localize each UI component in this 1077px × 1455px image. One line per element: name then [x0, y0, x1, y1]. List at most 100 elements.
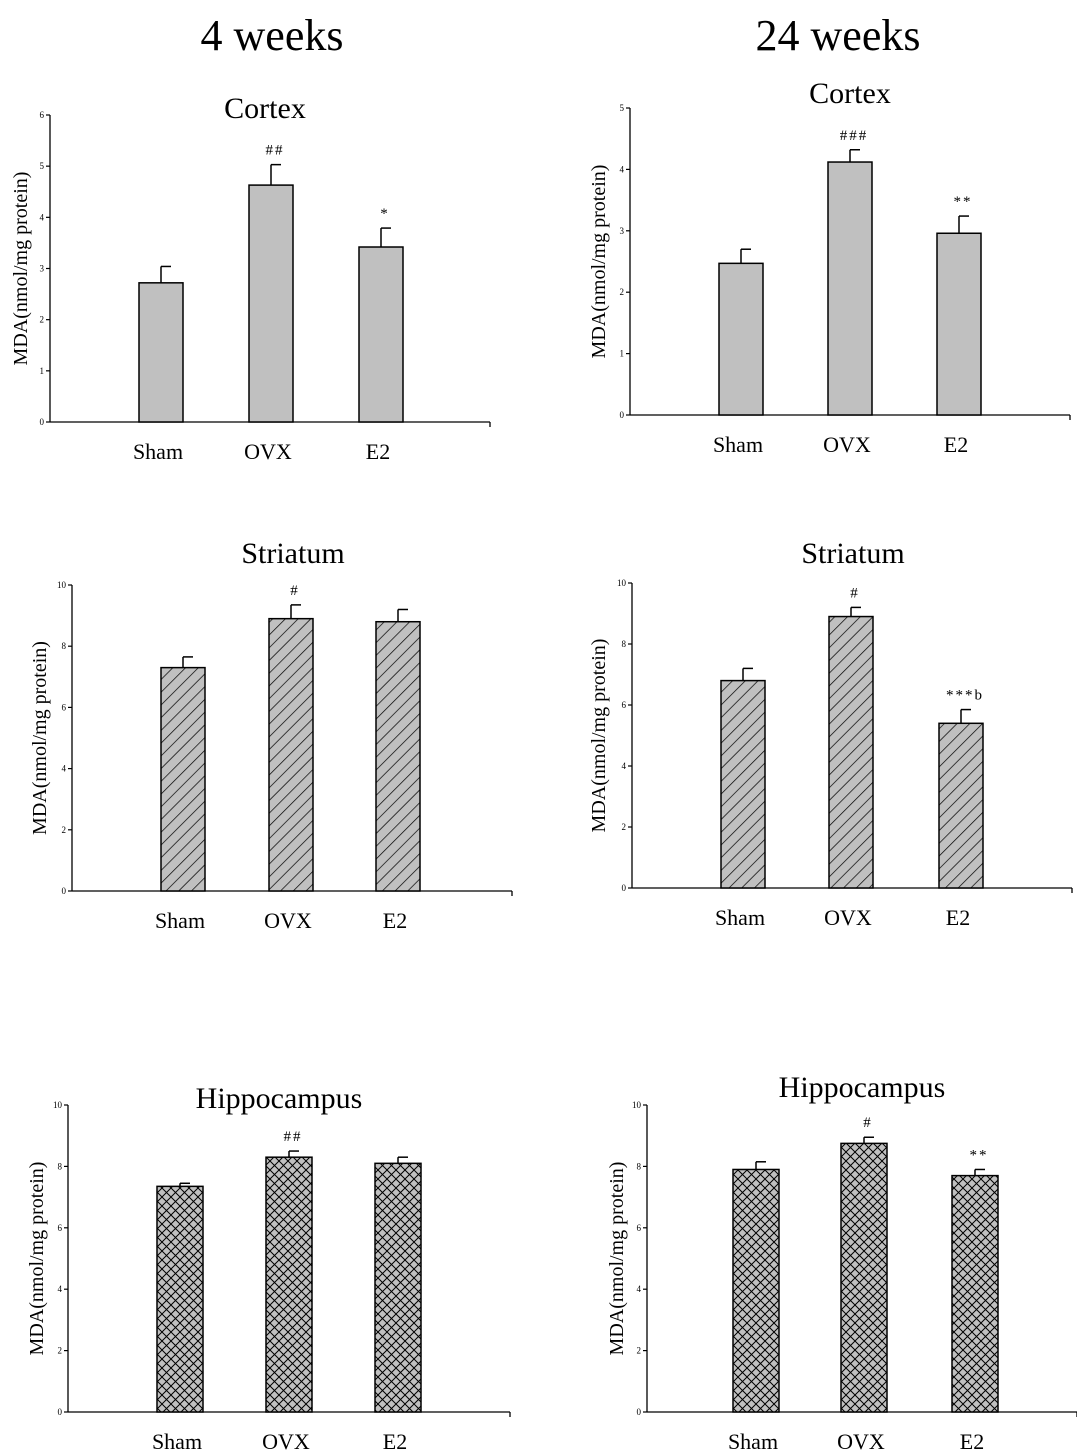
chart-title: Striatum [801, 537, 904, 570]
y-axis-label: MDA(nmol/mg protein) [10, 172, 32, 366]
x-tick-label: OVX [264, 908, 312, 933]
bar-ovx [268, 617, 314, 892]
significance-annotation: ** [970, 1147, 989, 1163]
y-tick-label: 10 [617, 578, 627, 588]
y-tick-label: 0 [637, 1407, 642, 1417]
y-axis-label: MDA(nmol/mg protein) [588, 639, 610, 833]
chart-panel-striatum-4w: Striatum MDA(nmol/mg protein) 0 2 4 6 8 10 Sham O… [29, 537, 513, 933]
bar-e2 [951, 1174, 999, 1413]
bar-sham [160, 666, 206, 892]
chart-title: Cortex [809, 77, 891, 110]
y-tick-label: 0 [62, 886, 67, 896]
significance-annotation: ## [266, 143, 285, 159]
y-tick-label: 1 [620, 349, 625, 359]
significance-annotation: ** [954, 194, 973, 210]
x-tick-label: Sham [715, 905, 765, 930]
y-tick-label: 5 [40, 161, 45, 171]
bar-e2 [938, 722, 984, 889]
y-tick-label: 6 [637, 1223, 642, 1233]
x-tick-label: E2 [383, 1429, 407, 1454]
column-title-4-weeks: 4 weeks [200, 11, 344, 60]
significance-annotation: ***b [946, 688, 984, 704]
y-tick-label: 2 [58, 1346, 63, 1356]
chart-panel-hippocampus-24w: Hippocampus MDA(nmol/mg protein) 0 2 4 6 8 10 Sh… [606, 1071, 1077, 1454]
bar-ovx [827, 161, 873, 416]
chart-title: Striatum [241, 537, 344, 570]
y-axis-label: MDA(nmol/mg protein) [29, 641, 51, 835]
y-tick-label: 4 [620, 164, 625, 174]
x-tick-label: Sham [713, 432, 763, 457]
y-tick-label: 4 [622, 761, 627, 771]
y-tick-label: 2 [40, 315, 45, 325]
chart-title: Hippocampus [779, 1071, 946, 1104]
y-tick-label: 8 [58, 1161, 63, 1171]
bar-e2 [374, 1162, 422, 1413]
y-tick-label: 4 [62, 764, 67, 774]
chart-title: Hippocampus [196, 1082, 363, 1115]
significance-annotation: # [290, 583, 300, 599]
x-tick-label: E2 [366, 439, 390, 464]
x-tick-label: OVX [824, 905, 872, 930]
y-tick-label: 0 [58, 1407, 63, 1417]
significance-annotation: # [850, 585, 860, 601]
y-axis-label: MDA(nmol/mg protein) [606, 1162, 628, 1356]
y-tick-label: 6 [622, 700, 627, 710]
y-axis-label: MDA(nmol/mg protein) [26, 1162, 48, 1356]
y-tick-label: 10 [53, 1100, 63, 1110]
x-tick-label: OVX [262, 1429, 310, 1454]
significance-annotation: # [863, 1115, 873, 1131]
y-tick-label: 2 [637, 1346, 642, 1356]
x-tick-label: OVX [837, 1429, 885, 1454]
y-tick-label: 2 [622, 822, 627, 832]
y-tick-label: 4 [58, 1284, 63, 1294]
bar-sham [156, 1185, 204, 1413]
y-tick-label: 10 [57, 580, 67, 590]
y-tick-label: 8 [637, 1161, 642, 1171]
chart-panel-hippocampus-4w: Hippocampus MDA(nmol/mg protein) 0 2 4 6 8 10 Sh… [26, 1082, 511, 1454]
y-tick-label: 8 [622, 639, 627, 649]
bar-sham [718, 262, 764, 416]
chart-title: Cortex [224, 92, 306, 125]
bar-e2 [358, 246, 404, 423]
bar-sham [720, 679, 766, 889]
y-tick-label: 6 [62, 702, 67, 712]
y-tick-label: 4 [637, 1284, 642, 1294]
y-tick-label: 2 [620, 287, 625, 297]
y-tick-label: 3 [620, 226, 625, 236]
x-tick-label: Sham [155, 908, 205, 933]
y-tick-label: 4 [40, 212, 45, 222]
bar-e2 [375, 620, 421, 892]
significance-annotation: * [380, 206, 390, 222]
y-tick-label: 6 [58, 1223, 63, 1233]
bar-ovx [840, 1142, 888, 1413]
x-tick-label: OVX [244, 439, 292, 464]
significance-annotation: ## [284, 1129, 303, 1145]
x-tick-label: OVX [823, 432, 871, 457]
x-tick-label: E2 [946, 905, 970, 930]
significance-annotation: ### [840, 128, 869, 144]
bar-sham [138, 282, 184, 423]
y-tick-label: 0 [620, 410, 625, 420]
x-tick-label: E2 [944, 432, 968, 457]
bar-e2 [936, 232, 982, 416]
y-tick-label: 2 [62, 825, 67, 835]
y-tick-label: 0 [622, 883, 627, 893]
y-tick-label: 0 [40, 417, 45, 427]
y-tick-label: 8 [62, 641, 67, 651]
chart-panel-cortex-4w: Cortex MDA(nmol/mg protein) 0 1 2 3 4 5 6 Sham OVX… [10, 92, 491, 464]
x-tick-label: Sham [152, 1429, 202, 1454]
y-tick-label: 10 [632, 1100, 642, 1110]
x-tick-label: Sham [728, 1429, 778, 1454]
y-tick-label: 6 [40, 110, 45, 120]
bar-ovx [265, 1156, 313, 1413]
bar-ovx [828, 615, 874, 889]
y-tick-label: 3 [40, 264, 45, 274]
x-tick-label: E2 [960, 1429, 984, 1454]
y-axis-label: MDA(nmol/mg protein) [588, 165, 610, 359]
chart-panel-striatum-24w: Striatum MDA(nmol/mg protein) 0 2 4 6 8 10 Sham O… [588, 537, 1073, 930]
bar-ovx [248, 184, 294, 423]
x-tick-label: Sham [133, 439, 183, 464]
y-tick-label: 1 [40, 366, 45, 376]
bar-sham [732, 1168, 780, 1413]
